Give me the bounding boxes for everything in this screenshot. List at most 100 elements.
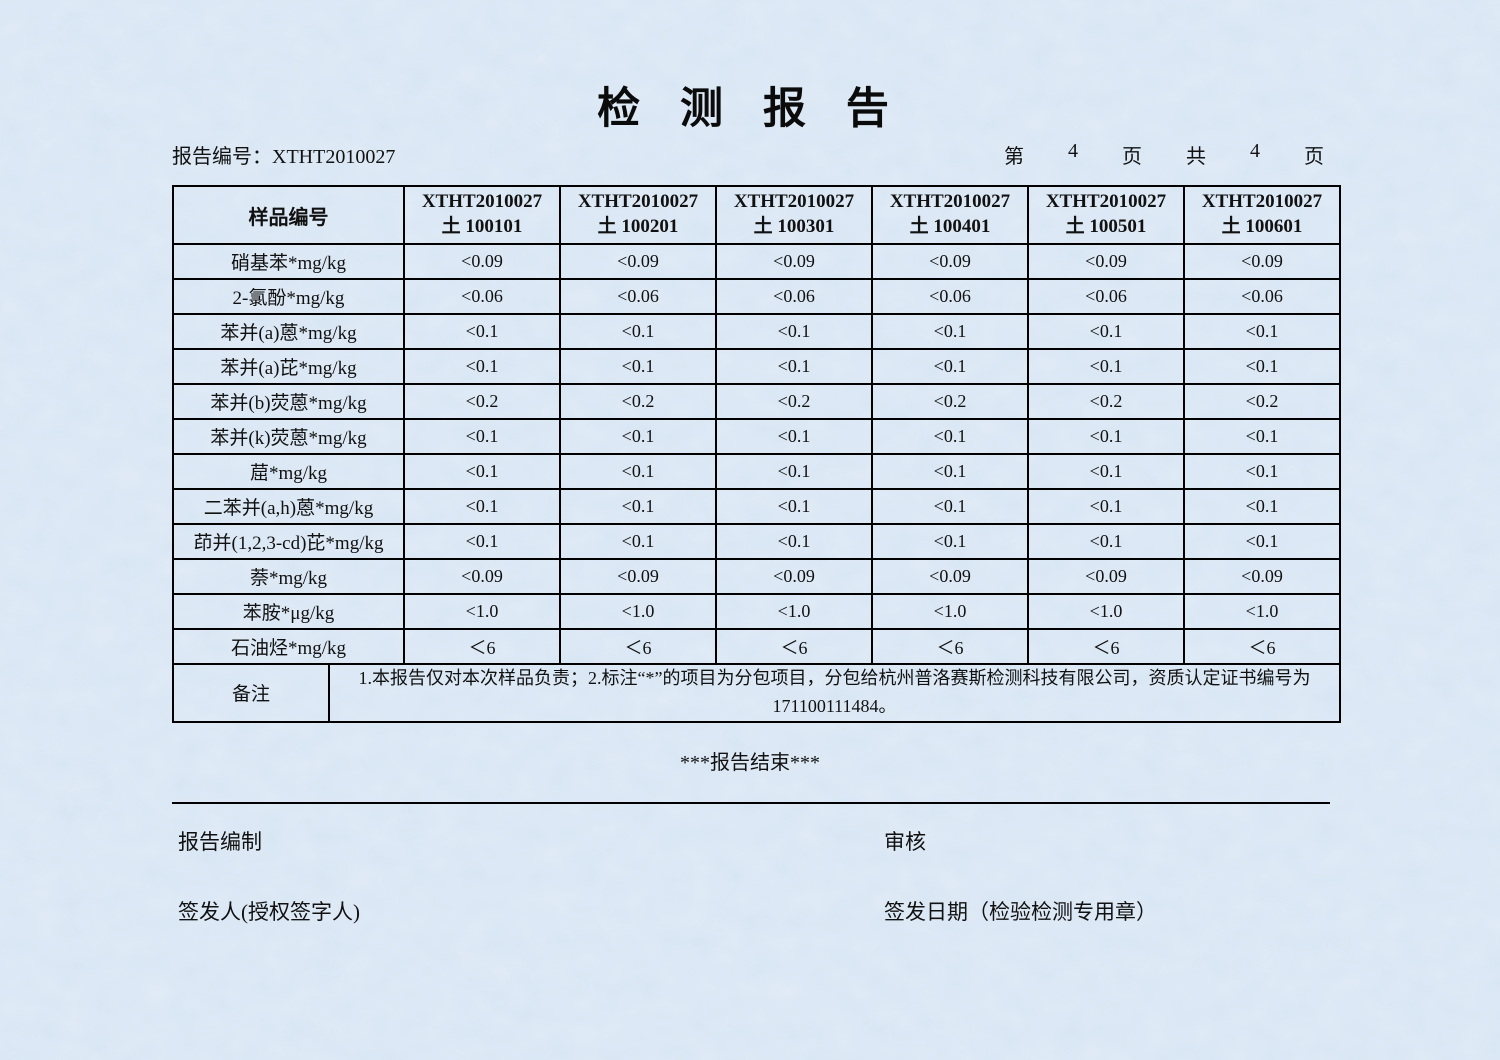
result-value-cell: ＜6	[871, 628, 1029, 665]
result-value-cell: <1.0	[1183, 593, 1341, 630]
parameter-label: 二苯并(a,h)蒽*mg/kg	[172, 488, 405, 525]
result-value-cell: <0.09	[1183, 558, 1341, 595]
issuer-label: 签发人(授权签字人)	[178, 900, 360, 924]
result-value-cell: <0.2	[559, 383, 717, 420]
result-value-cell: <0.2	[1183, 383, 1341, 420]
result-value-cell: <0.09	[1027, 243, 1185, 280]
table-row: 苯并(b)荧蒽*mg/kg <0.2 <0.2 <0.2 <0.2 <0.2 <0.2	[172, 383, 1341, 420]
result-value-cell: <1.0	[715, 593, 873, 630]
sample-column-header: XTHT2010027 土 100601	[1183, 185, 1341, 245]
parameter-label: 硝基苯*mg/kg	[172, 243, 405, 280]
result-value-cell: <0.09	[559, 243, 717, 280]
remarks-row: 备注 1.本报告仅对本次样品负责；2.标注“*”的项目为分包项目，分包给杭州普洛…	[172, 663, 1341, 723]
result-value-cell: <0.1	[1027, 453, 1185, 490]
page-suffix: 页	[1304, 146, 1324, 168]
result-value-cell: <0.1	[871, 453, 1029, 490]
result-value-cell: <1.0	[871, 593, 1029, 630]
result-value-cell: <0.06	[403, 278, 561, 315]
parameter-label: 萘*mg/kg	[172, 558, 405, 595]
result-value-cell: <0.09	[559, 558, 717, 595]
results-table: 样品编号 XTHT2010027 土 100101 XTHT2010027 土 100…	[172, 185, 1341, 723]
table-row: 硝基苯*mg/kg <0.09 <0.09 <0.09 <0.09 <0.09 <0.09	[172, 243, 1341, 280]
prepared-by-label: 报告编制	[178, 830, 262, 854]
result-value-cell: <0.1	[1183, 453, 1341, 490]
result-value-cell: <0.2	[1027, 383, 1185, 420]
result-value-cell: <0.1	[715, 418, 873, 455]
result-value-cell: <0.1	[403, 348, 561, 385]
table-row: 苯并(k)荧蒽*mg/kg <0.1 <0.1 <0.1 <0.1 <0.1 <0.1	[172, 418, 1341, 455]
result-value-cell: <0.2	[403, 383, 561, 420]
parameter-label: 茚并(1,2,3-cd)芘*mg/kg	[172, 523, 405, 560]
sample-column-header: XTHT2010027 土 100101	[403, 185, 561, 245]
result-value-cell: <0.06	[871, 278, 1029, 315]
result-value-cell: ＜6	[403, 628, 561, 665]
table-row: 䓛*mg/kg <0.1 <0.1 <0.1 <0.1 <0.1 <0.1	[172, 453, 1341, 490]
result-value-cell: <0.1	[403, 523, 561, 560]
result-value-cell: <0.1	[559, 418, 717, 455]
result-value-cell: <0.1	[715, 348, 873, 385]
result-value-cell: <1.0	[1027, 593, 1185, 630]
result-value-cell: <1.0	[559, 593, 717, 630]
parameter-label: 䓛*mg/kg	[172, 453, 405, 490]
signature-divider	[172, 802, 1330, 804]
result-value-cell: <0.06	[1027, 278, 1185, 315]
result-value-cell: ＜6	[559, 628, 717, 665]
result-value-cell: <0.2	[715, 383, 873, 420]
parameter-label: 苯并(a)蒽*mg/kg	[172, 313, 405, 350]
result-value-cell: <0.1	[871, 418, 1029, 455]
table-header-row: 样品编号 XTHT2010027 土 100101 XTHT2010027 土 100…	[172, 185, 1341, 245]
result-value-cell: <0.1	[871, 313, 1029, 350]
result-value-cell: <0.1	[403, 418, 561, 455]
sample-column-header: XTHT2010027 土 100501	[1027, 185, 1185, 245]
sample-column-header: XTHT2010027 土 100401	[871, 185, 1029, 245]
sample-column-header: XTHT2010027 土 100301	[715, 185, 873, 245]
result-value-cell: <0.1	[1027, 348, 1185, 385]
result-value-cell: <0.2	[871, 383, 1029, 420]
meta-row: 报告编号：XTHT2010027 第 4 页 共 4 页	[172, 140, 1332, 169]
result-value-cell: <0.06	[715, 278, 873, 315]
result-value-cell: <0.1	[715, 453, 873, 490]
result-value-cell: <0.1	[1183, 418, 1341, 455]
table-row: 苯并(a)蒽*mg/kg <0.1 <0.1 <0.1 <0.1 <0.1 <0.1	[172, 313, 1341, 350]
result-value-cell: <0.1	[559, 523, 717, 560]
result-value-cell: <0.09	[403, 558, 561, 595]
result-value-cell: ＜6	[1183, 628, 1341, 665]
page-indicator: 第 4 页 共 4 页	[1004, 140, 1324, 169]
result-value-cell: <0.1	[559, 348, 717, 385]
result-value-cell: ＜6	[715, 628, 873, 665]
table-row: 萘*mg/kg <0.09 <0.09 <0.09 <0.09 <0.09 <0.09	[172, 558, 1341, 595]
page-mid: 页	[1122, 146, 1142, 168]
result-value-cell: <0.1	[1027, 418, 1185, 455]
result-value-cell: <0.1	[715, 488, 873, 525]
result-value-cell: <0.1	[403, 313, 561, 350]
result-value-cell: <0.1	[559, 313, 717, 350]
result-value-cell: <0.09	[715, 558, 873, 595]
result-value-cell: <0.1	[1183, 313, 1341, 350]
table-body: 硝基苯*mg/kg <0.09 <0.09 <0.09 <0.09 <0.09 <0.09 2…	[172, 243, 1341, 723]
sample-column-header: XTHT2010027 土 100201	[559, 185, 717, 245]
page-prefix: 第	[1004, 146, 1024, 168]
report-end-text: ***报告结束***	[680, 752, 820, 774]
parameter-label: 2-氯酚*mg/kg	[172, 278, 405, 315]
report-number-value: XTHT2010027	[272, 146, 396, 168]
result-value-cell: <0.1	[559, 488, 717, 525]
page-total: 4	[1250, 140, 1260, 162]
result-value-cell: <0.09	[403, 243, 561, 280]
result-value-cell: <0.09	[871, 243, 1029, 280]
remarks-label: 备注	[172, 663, 330, 723]
parameter-label: 苯并(a)芘*mg/kg	[172, 348, 405, 385]
report-number-label: 报告编号：	[172, 146, 272, 168]
table-row: 二苯并(a,h)蒽*mg/kg <0.1 <0.1 <0.1 <0.1 <0.1 <0.1	[172, 488, 1341, 525]
result-value-cell: <0.1	[403, 453, 561, 490]
result-value-cell: <0.06	[1183, 278, 1341, 315]
page-total-label: 共	[1186, 146, 1206, 168]
result-value-cell: <0.1	[715, 523, 873, 560]
result-value-cell: <0.1	[1027, 523, 1185, 560]
result-value-cell: <0.09	[1027, 558, 1185, 595]
table-row: 苯胺*μg/kg <1.0 <1.0 <1.0 <1.0 <1.0 <1.0	[172, 593, 1341, 630]
parameter-label: 苯并(k)荧蒽*mg/kg	[172, 418, 405, 455]
reviewed-by-label: 审核	[884, 830, 926, 854]
result-value-cell: <0.1	[871, 488, 1029, 525]
result-value-cell: <0.09	[715, 243, 873, 280]
